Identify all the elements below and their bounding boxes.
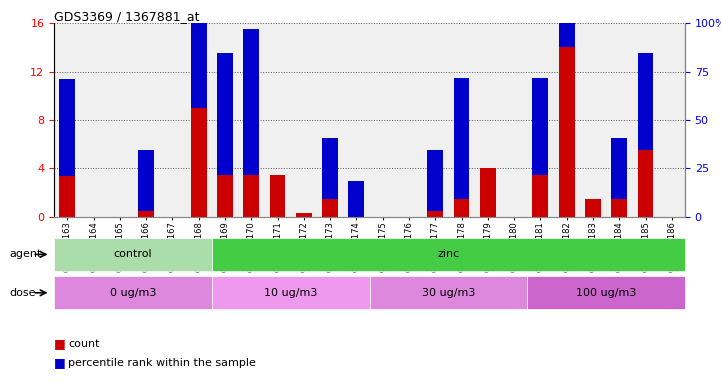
Bar <box>611 199 627 217</box>
Text: GDS3369 / 1367881_at: GDS3369 / 1367881_at <box>54 10 200 23</box>
Bar <box>611 138 627 199</box>
Bar <box>270 175 286 217</box>
Bar <box>59 176 75 217</box>
Bar <box>533 175 548 217</box>
Text: 100 ug/m3: 100 ug/m3 <box>576 288 636 298</box>
Bar <box>54 276 212 309</box>
Bar <box>217 175 233 217</box>
Bar <box>243 29 259 175</box>
Bar <box>243 175 259 217</box>
Bar <box>59 79 75 176</box>
Text: ■: ■ <box>54 356 70 369</box>
Bar <box>348 180 364 217</box>
Bar <box>138 211 154 217</box>
Bar <box>296 214 311 217</box>
Bar <box>428 150 443 211</box>
Text: count: count <box>68 339 100 349</box>
Text: control: control <box>114 249 152 260</box>
Bar <box>322 199 338 217</box>
Text: zinc: zinc <box>437 249 459 260</box>
Bar <box>480 169 495 217</box>
Bar <box>454 78 469 199</box>
Text: agent: agent <box>9 249 42 260</box>
Bar <box>637 150 653 217</box>
Bar <box>191 0 206 108</box>
Bar <box>637 53 653 150</box>
Text: percentile rank within the sample: percentile rank within the sample <box>68 358 257 368</box>
Bar <box>533 78 548 175</box>
Bar <box>559 0 575 47</box>
Text: ■: ■ <box>54 337 70 350</box>
Bar <box>191 108 206 217</box>
Bar <box>585 199 601 217</box>
Bar <box>212 276 369 309</box>
Bar <box>428 211 443 217</box>
Text: 30 ug/m3: 30 ug/m3 <box>422 288 475 298</box>
Bar <box>212 238 685 271</box>
Bar <box>322 138 338 199</box>
Text: 0 ug/m3: 0 ug/m3 <box>110 288 156 298</box>
Bar <box>559 47 575 217</box>
Bar <box>54 238 212 271</box>
Bar <box>454 199 469 217</box>
Bar <box>527 276 685 309</box>
Bar <box>138 150 154 211</box>
Text: dose: dose <box>9 288 36 298</box>
Bar <box>217 53 233 175</box>
Bar <box>369 276 527 309</box>
Text: 10 ug/m3: 10 ug/m3 <box>264 288 317 298</box>
